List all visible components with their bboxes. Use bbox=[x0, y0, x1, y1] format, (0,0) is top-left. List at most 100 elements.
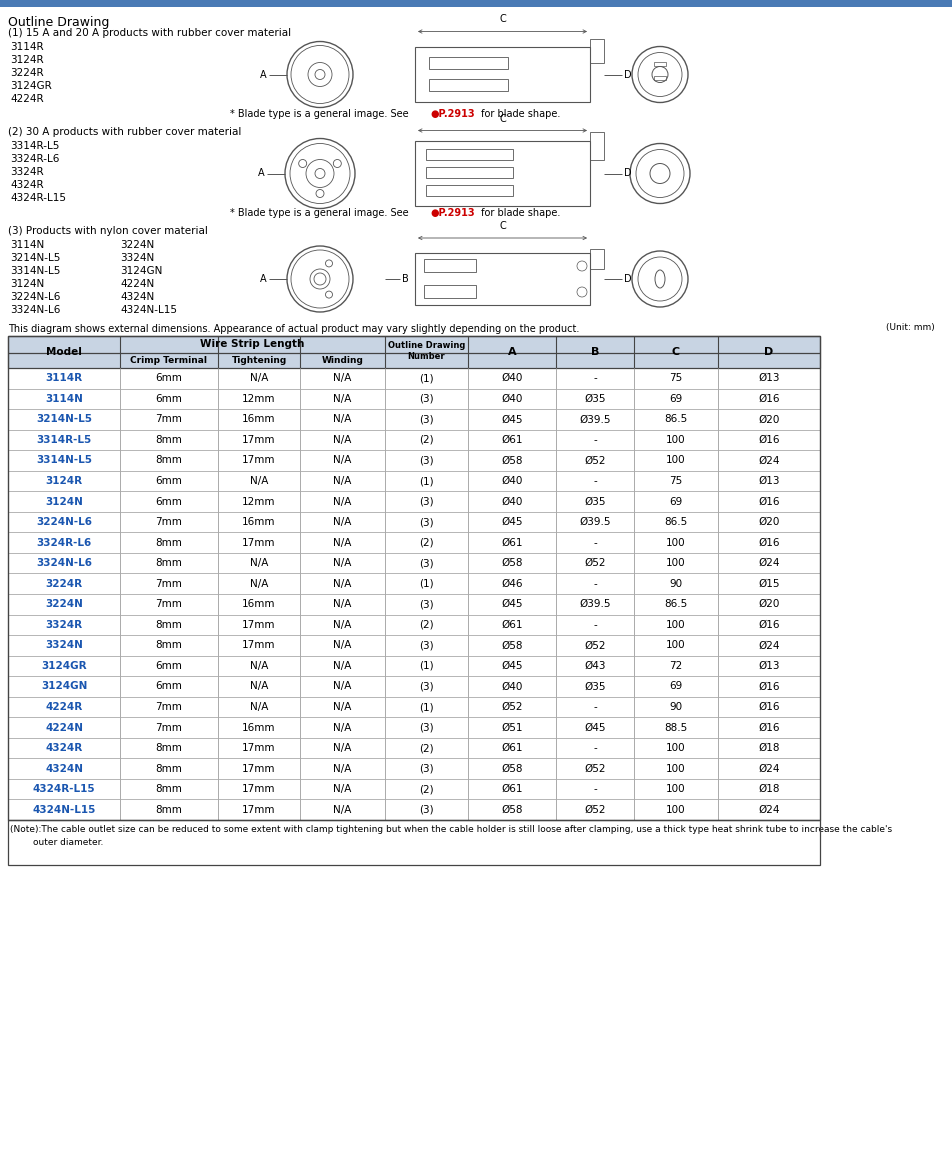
Text: Ø51: Ø51 bbox=[502, 722, 523, 733]
Text: Ø24: Ø24 bbox=[758, 763, 780, 774]
Text: Ø15: Ø15 bbox=[758, 579, 780, 589]
Text: Ø45: Ø45 bbox=[585, 722, 605, 733]
Text: Ø13: Ø13 bbox=[758, 661, 780, 671]
Text: Ø58: Ø58 bbox=[502, 455, 523, 466]
Text: N/A: N/A bbox=[249, 559, 268, 568]
Text: N/A: N/A bbox=[249, 579, 268, 589]
Text: 69: 69 bbox=[669, 394, 683, 403]
Text: (3): (3) bbox=[419, 681, 434, 691]
Bar bbox=[590, 249, 604, 269]
Text: -: - bbox=[593, 620, 597, 630]
Text: 3124GN: 3124GN bbox=[41, 681, 88, 691]
Bar bbox=[415, 141, 590, 206]
Text: 16mm: 16mm bbox=[242, 600, 276, 609]
Text: -: - bbox=[593, 537, 597, 548]
Text: N/A: N/A bbox=[333, 681, 351, 691]
Text: Ø52: Ø52 bbox=[585, 763, 605, 774]
Text: N/A: N/A bbox=[333, 373, 351, 383]
Text: Ø58: Ø58 bbox=[502, 641, 523, 650]
Text: 7mm: 7mm bbox=[155, 414, 183, 425]
Text: (1): (1) bbox=[419, 702, 434, 711]
Text: 3314N-L5: 3314N-L5 bbox=[10, 266, 60, 276]
Text: N/A: N/A bbox=[333, 620, 351, 630]
Text: 8mm: 8mm bbox=[155, 435, 183, 445]
Text: 8mm: 8mm bbox=[155, 455, 183, 466]
Text: Ø16: Ø16 bbox=[758, 435, 780, 445]
Text: (2): (2) bbox=[419, 784, 434, 794]
Text: 3124GN: 3124GN bbox=[120, 266, 163, 276]
Text: Ø16: Ø16 bbox=[758, 620, 780, 630]
Text: 3324N: 3324N bbox=[120, 253, 154, 263]
Text: N/A: N/A bbox=[333, 600, 351, 609]
Text: A: A bbox=[507, 347, 516, 358]
Bar bbox=[426, 185, 513, 196]
Text: N/A: N/A bbox=[333, 517, 351, 527]
Text: 17mm: 17mm bbox=[242, 743, 276, 753]
Text: 3314R-L5: 3314R-L5 bbox=[10, 141, 59, 151]
Text: 8mm: 8mm bbox=[155, 641, 183, 650]
Text: (3) Products with nylon cover material: (3) Products with nylon cover material bbox=[8, 226, 208, 236]
Text: Ø24: Ø24 bbox=[758, 559, 780, 568]
Text: 8mm: 8mm bbox=[155, 537, 183, 548]
Text: 3324R-L6: 3324R-L6 bbox=[36, 537, 91, 548]
Text: Ø24: Ø24 bbox=[758, 455, 780, 466]
Text: 90: 90 bbox=[669, 702, 683, 711]
Text: (3): (3) bbox=[419, 394, 434, 403]
Text: (3): (3) bbox=[419, 455, 434, 466]
Text: Ø58: Ø58 bbox=[502, 804, 523, 815]
Text: Ø13: Ø13 bbox=[758, 373, 780, 383]
Text: 90: 90 bbox=[669, 579, 683, 589]
Text: Ø16: Ø16 bbox=[758, 702, 780, 711]
Text: (3): (3) bbox=[419, 517, 434, 527]
Bar bbox=[654, 75, 666, 80]
Text: N/A: N/A bbox=[333, 455, 351, 466]
Text: 7mm: 7mm bbox=[155, 722, 183, 733]
Bar bbox=[590, 132, 604, 160]
Text: N/A: N/A bbox=[333, 702, 351, 711]
Text: 3324R-L6: 3324R-L6 bbox=[10, 154, 59, 163]
Text: (2): (2) bbox=[419, 435, 434, 445]
Text: N/A: N/A bbox=[333, 784, 351, 794]
Text: Ø52: Ø52 bbox=[585, 559, 605, 568]
Text: Ø39.5: Ø39.5 bbox=[579, 414, 611, 425]
Text: Ø40: Ø40 bbox=[502, 476, 523, 486]
Text: Ø35: Ø35 bbox=[585, 394, 605, 403]
Text: (3): (3) bbox=[419, 804, 434, 815]
Text: A: A bbox=[258, 168, 265, 179]
Text: Ø61: Ø61 bbox=[502, 743, 523, 753]
Text: 3324N-L6: 3324N-L6 bbox=[10, 305, 60, 315]
Text: 8mm: 8mm bbox=[155, 620, 183, 630]
Text: 75: 75 bbox=[669, 373, 683, 383]
Text: Ø61: Ø61 bbox=[502, 784, 523, 794]
Text: N/A: N/A bbox=[249, 373, 268, 383]
Text: Ø35: Ø35 bbox=[585, 681, 605, 691]
Text: (1): (1) bbox=[419, 661, 434, 671]
Text: Winding: Winding bbox=[322, 356, 364, 365]
Text: 4224R: 4224R bbox=[10, 94, 44, 103]
Text: 100: 100 bbox=[666, 784, 685, 794]
Text: -: - bbox=[593, 476, 597, 486]
Text: 6mm: 6mm bbox=[155, 373, 183, 383]
Text: N/A: N/A bbox=[333, 743, 351, 753]
Bar bbox=[8, 336, 820, 368]
Text: This diagram shows external dimensions. Appearance of actual product may vary sl: This diagram shows external dimensions. … bbox=[8, 325, 580, 334]
Text: 4324R-L15: 4324R-L15 bbox=[10, 193, 66, 203]
Text: N/A: N/A bbox=[249, 702, 268, 711]
Text: C: C bbox=[499, 221, 506, 230]
Text: D: D bbox=[624, 274, 631, 283]
Text: 17mm: 17mm bbox=[242, 641, 276, 650]
Text: N/A: N/A bbox=[333, 435, 351, 445]
Text: N/A: N/A bbox=[333, 414, 351, 425]
Text: 4324N-L15: 4324N-L15 bbox=[120, 305, 177, 315]
Text: 3324R: 3324R bbox=[46, 620, 83, 630]
Text: 86.5: 86.5 bbox=[664, 600, 687, 609]
Text: 4324R: 4324R bbox=[10, 180, 44, 191]
Text: D: D bbox=[624, 69, 631, 80]
Text: 69: 69 bbox=[669, 681, 683, 691]
Text: 8mm: 8mm bbox=[155, 559, 183, 568]
Text: N/A: N/A bbox=[333, 559, 351, 568]
Text: N/A: N/A bbox=[333, 394, 351, 403]
Text: 8mm: 8mm bbox=[155, 804, 183, 815]
Text: (2) 30 A products with rubber cover material: (2) 30 A products with rubber cover mate… bbox=[8, 127, 242, 136]
Text: Ø24: Ø24 bbox=[758, 804, 780, 815]
